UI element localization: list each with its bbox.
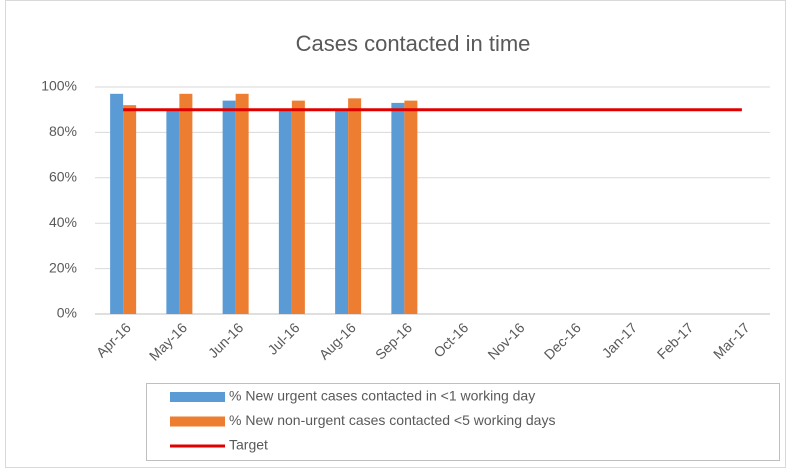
bar [166,109,180,314]
bar [179,93,193,314]
bar [348,98,362,314]
bar [391,102,405,314]
y-tick-label: 100% [41,78,77,94]
bar [278,109,292,314]
y-tick-label: 0% [57,305,77,321]
y-tick-label: 40% [49,214,77,230]
y-tick-label: 60% [49,169,77,185]
bar [123,105,137,314]
bar [222,100,236,315]
bar [110,93,124,314]
legend-label: % New non-urgent cases contacted <5 work… [229,412,555,428]
chart-title: Cases contacted in time [296,31,531,56]
legend-swatch [170,416,225,427]
legend-label: % New urgent cases contacted in <1 worki… [229,388,535,404]
y-tick-label: 80% [49,123,77,139]
bar [404,100,418,315]
bar [291,100,305,315]
bar [235,93,249,314]
bar [335,109,349,314]
legend-box [146,383,780,461]
y-tick-label: 20% [49,259,77,275]
legend-swatch [170,392,225,402]
legend-label: Target [229,437,268,453]
